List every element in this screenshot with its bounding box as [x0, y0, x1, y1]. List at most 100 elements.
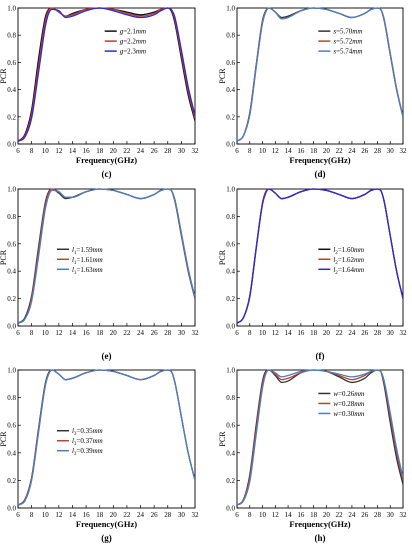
legend-entry: w=0.30mm	[333, 410, 364, 418]
y-tick-label: 0.4	[7, 86, 16, 94]
x-tick-label: 10	[42, 329, 50, 337]
y-tick-label: 1.0	[226, 186, 235, 194]
legend-entry: w=0.28mm	[333, 400, 364, 408]
x-tick-label: 26	[151, 329, 159, 337]
legend-entry: l1=1.63mm	[72, 266, 103, 276]
x-axis-label: Frequency(GHz)	[76, 155, 137, 165]
x-tick-label: 6	[16, 329, 20, 337]
x-tick-label: 20	[323, 511, 331, 519]
x-tick-label: 18	[310, 147, 318, 155]
y-tick-label: 0.6	[7, 422, 16, 430]
y-axis-label: PCR	[218, 249, 227, 265]
x-axis-label: Frequency(GHz)	[289, 155, 350, 165]
x-tick-label: 14	[69, 147, 77, 155]
x-tick-label: 18	[96, 511, 104, 519]
y-tick-label: 1.0	[226, 5, 235, 13]
x-tick-label: 24	[348, 511, 356, 519]
x-tick-label: 16	[297, 511, 305, 519]
y-tick-label: 0.4	[7, 449, 16, 457]
x-tick-label: 30	[178, 147, 186, 155]
y-tick-label: 1.0	[7, 5, 16, 13]
x-tick-label: 12	[272, 511, 280, 519]
x-tick-label: 12	[55, 511, 63, 519]
x-tick-label: 24	[348, 329, 356, 337]
x-tick-label: 26	[151, 147, 159, 155]
x-tick-label: 10	[259, 147, 267, 155]
y-tick-label: 0.0	[226, 505, 235, 513]
x-tick-label: 30	[178, 329, 186, 337]
series-line-3	[237, 369, 403, 506]
series-line-3	[18, 7, 195, 142]
x-tick-label: 22	[336, 511, 344, 519]
x-tick-label: 8	[248, 511, 252, 519]
y-axis-label: PCR	[0, 431, 8, 447]
legend-entry: l3=0.35mm	[72, 427, 103, 437]
x-tick-label: 30	[178, 511, 186, 519]
x-tick-label: 26	[361, 147, 369, 155]
x-tick-label: 8	[30, 329, 34, 337]
x-tick-label: 18	[310, 329, 318, 337]
panel-label: (c)	[102, 169, 112, 179]
x-tick-label: 8	[30, 147, 34, 155]
x-tick-label: 16	[83, 147, 91, 155]
y-tick-label: 0.2	[7, 113, 16, 121]
y-tick-label: 0.6	[226, 240, 235, 248]
x-tick-label: 6	[16, 511, 20, 519]
y-axis-label: PCR	[0, 68, 8, 84]
y-axis-label: PCR	[218, 68, 227, 84]
legend-entry: g=2.1mm	[120, 28, 146, 36]
x-tick-label: 12	[272, 147, 280, 155]
y-tick-label: 0.2	[7, 295, 16, 303]
y-tick-label: 0.6	[226, 422, 235, 430]
x-tick-label: 24	[137, 147, 145, 155]
y-tick-label: 0.6	[7, 59, 16, 67]
x-tick-label: 32	[192, 147, 200, 155]
x-tick-label: 10	[42, 147, 50, 155]
x-tick-label: 10	[42, 511, 50, 519]
y-tick-label: 0.0	[7, 505, 16, 513]
x-tick-label: 28	[164, 329, 172, 337]
y-tick-label: 0.6	[7, 240, 16, 248]
legend-entry: w=0.26mm	[333, 390, 364, 398]
y-tick-label: 0.2	[7, 477, 16, 485]
y-tick-label: 0.6	[226, 59, 235, 67]
y-tick-label: 0.2	[226, 113, 235, 121]
x-tick-label: 30	[387, 511, 395, 519]
y-tick-label: 0.4	[226, 449, 235, 457]
panel-label: (f)	[316, 351, 325, 361]
series-line-3	[18, 369, 195, 506]
x-tick-label: 8	[248, 147, 252, 155]
x-tick-label: 24	[348, 147, 356, 155]
y-tick-label: 0.0	[226, 141, 235, 149]
y-tick-label: 0.4	[7, 268, 16, 276]
chart-panel-g: 6 8 10 12 14 16 18 20 22 24 26 28 30 32 0.0 0.2 0.4 0.6 0.…	[0, 367, 199, 544]
legend-entry: l1=1.61mm	[72, 256, 103, 266]
x-tick-label: 14	[285, 147, 293, 155]
panel-label: (e)	[102, 351, 112, 361]
x-tick-label: 16	[297, 147, 305, 155]
y-tick-label: 0.8	[7, 213, 16, 221]
legend-entry: l2=1.60mm	[333, 246, 364, 256]
y-tick-label: 0.2	[226, 295, 235, 303]
x-tick-label: 24	[137, 329, 145, 337]
legend-entry: l3=0.39mm	[72, 447, 103, 457]
legend-entry: s=5.70mm	[333, 28, 362, 36]
y-tick-label: 0.8	[226, 394, 235, 402]
x-tick-label: 16	[297, 329, 305, 337]
legend-entry: s=5.72mm	[333, 38, 362, 46]
y-tick-label: 0.8	[226, 213, 235, 221]
x-tick-label: 18	[310, 511, 318, 519]
chart-panel-h: 6 8 10 12 14 16 18 20 22 24 26 28 30 32 0.0 0.2 0.4 0.6 0.…	[218, 367, 407, 544]
x-tick-label: 18	[96, 329, 104, 337]
x-tick-label: 14	[285, 511, 293, 519]
y-tick-label: 0.0	[7, 323, 16, 331]
y-tick-label: 0.8	[226, 32, 235, 40]
y-tick-label: 1.0	[7, 186, 16, 194]
legend-entry: s=5.74mm	[333, 48, 362, 56]
x-tick-label: 8	[248, 329, 252, 337]
y-tick-label: 1.0	[7, 367, 16, 375]
x-tick-label: 22	[336, 147, 344, 155]
x-tick-label: 20	[110, 511, 118, 519]
x-tick-label: 30	[387, 329, 395, 337]
x-tick-label: 6	[235, 511, 239, 519]
